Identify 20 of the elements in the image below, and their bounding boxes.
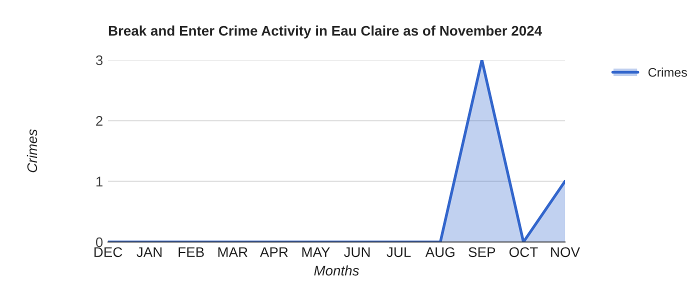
legend-label: Crimes — [648, 68, 687, 77]
x-axis-title: Months — [314, 265, 359, 276]
chart-title: Break and Enter Crime Activity in Eau Claire as of November 2024 — [108, 26, 542, 38]
x-tick-label: NOV — [551, 247, 580, 258]
y-axis-title: Crimes — [26, 129, 38, 172]
x-tick-label: APR — [260, 247, 288, 257]
y-tick-label: 3 — [96, 55, 103, 66]
x-tick-label: JUL — [386, 247, 411, 258]
x-tick-label: MAR — [218, 247, 248, 257]
x-tick-label: MAY — [302, 247, 330, 257]
x-tick-label: FEB — [178, 247, 204, 257]
x-tick-label: JAN — [136, 247, 162, 258]
x-tick-label: DEC — [94, 247, 122, 258]
x-tick-label: JUN — [344, 247, 370, 258]
x-tick-label: SEP — [468, 247, 496, 258]
y-tick-label: 2 — [96, 116, 102, 126]
x-tick-label: AUG — [425, 247, 454, 258]
y-tick-label: 0 — [96, 237, 103, 248]
y-tick-label: 1 — [96, 176, 102, 186]
x-tick-label: OCT — [509, 247, 538, 258]
